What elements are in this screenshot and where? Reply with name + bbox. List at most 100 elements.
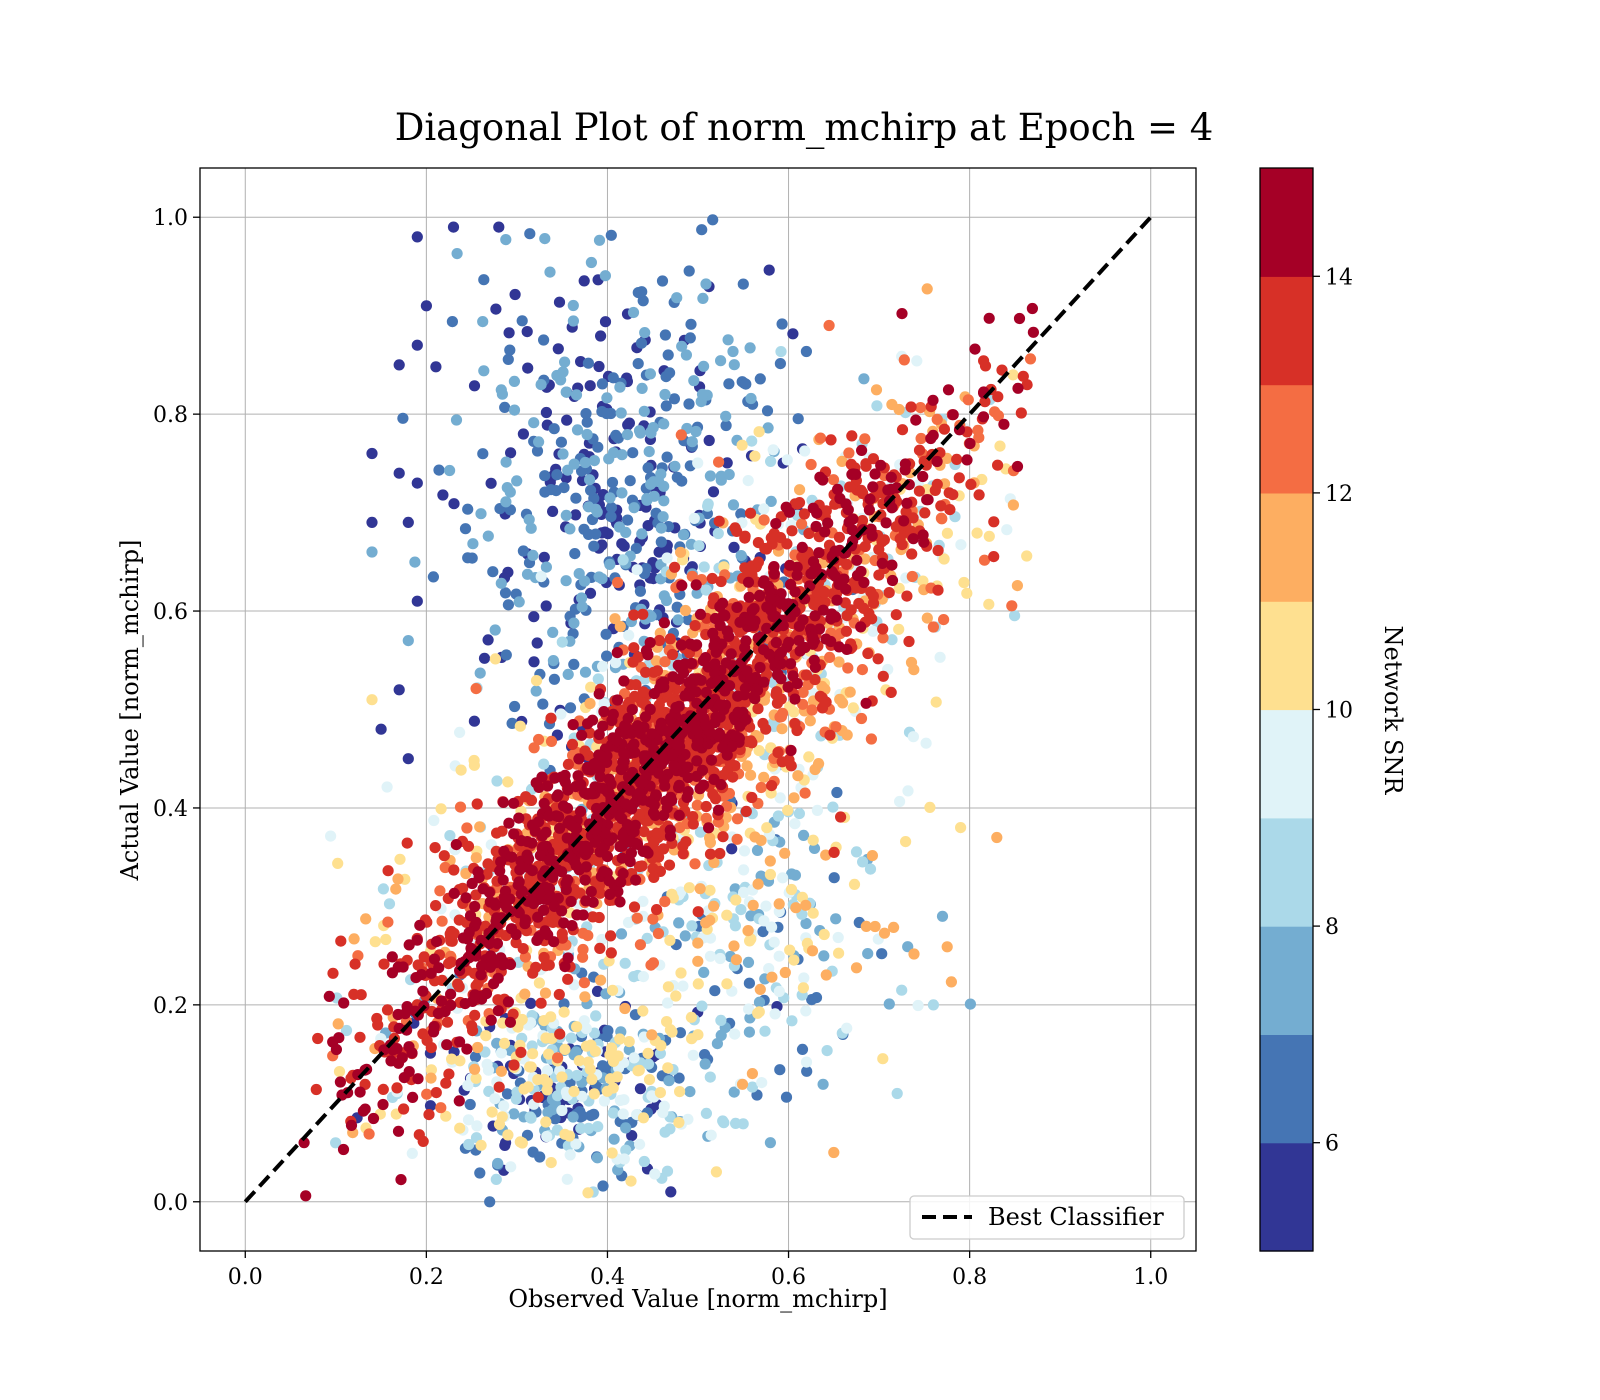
scatter-point [789,498,801,510]
scatter-point [700,718,712,731]
scatter-point [651,904,663,916]
scatter-point [705,754,718,766]
scatter-point [524,1111,536,1123]
scatter-point [738,864,750,876]
scatter-point [636,860,648,872]
scatter-point [428,814,440,827]
scatter-point [1024,353,1037,365]
scatter-point [627,447,639,459]
scatter-point [637,608,649,620]
scatter-point [545,712,557,724]
scatter-point [383,898,396,910]
scatter-point [468,715,480,727]
scatter-point [556,905,568,917]
scatter-point [601,650,613,662]
scatter-point [880,517,892,529]
scatter-point [739,530,751,542]
scatter-point [517,428,530,440]
scatter-point [587,911,599,923]
scatter-point [811,804,824,817]
scatter-point [684,690,696,702]
scatter-point [623,1036,635,1048]
scatter-point [394,853,406,865]
scatter-point [648,476,660,488]
scatter-point [455,764,467,776]
scatter-point [564,523,576,535]
scatter-point [477,448,489,460]
scatter-point [609,613,621,625]
scatter-point [538,758,550,770]
scatter-point [418,951,430,963]
scatter-point [454,726,466,739]
scatter-point [820,696,832,708]
scatter-point [508,375,520,387]
scatter-point [565,1032,577,1044]
scatter-point [764,593,777,605]
scatter-point [780,1091,793,1103]
scatter-point [691,755,703,767]
scatter-point [535,997,547,1009]
scatter-point [486,1106,498,1118]
scatter-point [726,740,738,753]
scatter-point [921,283,933,295]
scatter-point [614,810,626,822]
scatter-point [651,827,663,839]
scatter-point [530,961,542,973]
scatter-point [742,475,754,487]
scatter-point [576,592,588,604]
scatter-point [773,950,785,962]
scatter-point [500,456,512,468]
colorbar-segment [1260,1142,1313,1252]
y-axis-ticks: 0.0 0.2 0.4 0.6 0.8 1.0 [153,206,200,1216]
scatter-point [594,771,606,783]
colorbar-segment [1260,384,1313,494]
scatter-point [435,1102,447,1114]
scatter-point [603,453,615,465]
scatter-point [570,509,582,521]
scatter-point [614,381,626,393]
scatter-point [470,683,482,695]
scatter-point [312,1032,324,1045]
scatter-point [412,959,424,971]
scatter-point [864,863,877,875]
scatter-point [537,841,549,853]
scatter-point [743,977,756,989]
scatter-point [590,824,602,836]
scatter-point [917,470,929,483]
scatter-point [366,694,378,706]
scatter-point [543,1048,555,1060]
scatter-point [759,1025,771,1037]
scatter-point [633,1064,645,1076]
scatter-point [871,400,883,412]
scatter-point [639,711,652,723]
scatter-point [593,571,605,583]
scatter-point [493,1081,505,1093]
scatter-point [807,907,819,919]
scatter-point [692,735,704,747]
scatter-point [858,576,870,589]
scatter-point [761,622,773,635]
scatter-point [728,359,740,371]
scatter-point [906,570,918,583]
scatter-point [905,656,918,669]
scatter-point [920,737,932,749]
scatter-point [917,529,929,541]
scatter-point [527,549,539,562]
scatter-point [758,771,770,783]
scatter-point [582,1187,594,1199]
scatter-point [941,527,954,539]
scatter-point [556,932,569,944]
scatter-point [671,292,683,304]
scatter-point [636,382,648,394]
scatter-point [593,234,606,246]
scatter-point [454,801,467,813]
scatter-point [489,1093,501,1105]
scatter-point [508,700,521,713]
scatter-point [444,830,456,842]
scatter-point [567,719,579,731]
scatter-point [567,299,579,312]
scatter-point [669,561,681,573]
scatter-point [673,809,685,822]
scatter-point [615,876,627,888]
scatter-point [491,775,503,787]
